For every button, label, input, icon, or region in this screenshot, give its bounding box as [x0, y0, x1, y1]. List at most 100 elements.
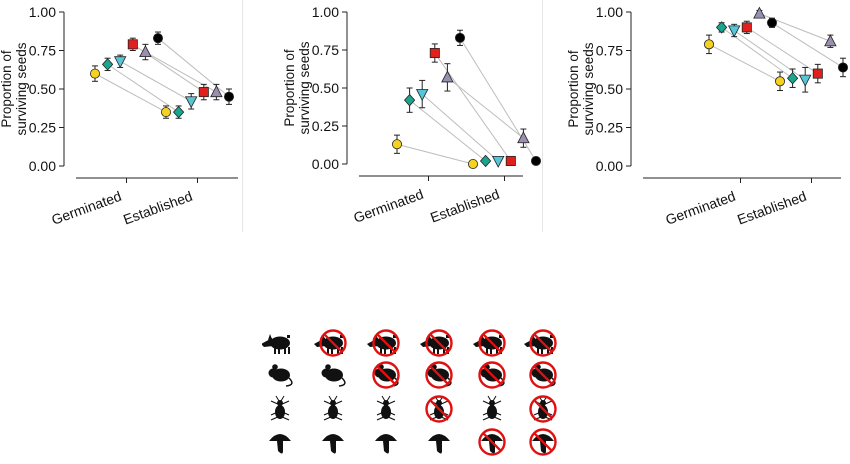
- exclusion-slash-icon: [376, 365, 396, 385]
- circle-marker: [467, 158, 478, 169]
- connector-line: [396, 143, 474, 165]
- beetle-antenna: [487, 395, 492, 402]
- x-tick-label: Established: [121, 188, 194, 228]
- treatment-legend: [261, 318, 582, 459]
- boar-leg: [284, 347, 286, 354]
- boar-head: [261, 338, 273, 347]
- chart-panel-2: 0.00 0.25 0.50 0.75 1.00 Proportion ofsurvivi…: [282, 0, 566, 237]
- legend-row: [261, 329, 557, 357]
- beetle-head: [330, 400, 336, 406]
- exclusion-slash-icon: [482, 333, 502, 353]
- beetle-antenna: [333, 395, 338, 402]
- triangle-down-marker: [798, 74, 812, 87]
- exclusion-slash-icon: [482, 365, 502, 385]
- beetle-leg: [270, 415, 281, 421]
- present-cell: [321, 364, 346, 387]
- legend-row: [269, 428, 557, 456]
- excluded-cell: [420, 329, 453, 357]
- boar-leg: [337, 347, 339, 354]
- connector-line: [145, 51, 217, 93]
- excluded-cell: [425, 395, 453, 423]
- circle-marker: [392, 139, 403, 150]
- beetle-leg: [533, 410, 544, 416]
- exclusion-ring-icon: [529, 428, 557, 456]
- boar-bristle: [287, 335, 290, 338]
- y-tick-label: 0.75: [29, 43, 56, 59]
- boar-leg: [541, 347, 543, 354]
- y-axis-label: Proportion ofsurviving seeds: [566, 42, 596, 135]
- present-cell: [375, 434, 397, 454]
- circle-marker: [90, 68, 101, 79]
- diamond-marker: [715, 21, 728, 34]
- triangle-up-marker: [139, 45, 152, 58]
- boar-leg: [547, 347, 549, 354]
- boar-bristle: [393, 335, 396, 338]
- excluded-cell: [478, 361, 506, 389]
- triangle-down-marker: [184, 96, 198, 109]
- x-tick-label: Established: [735, 188, 808, 228]
- connector-line: [157, 37, 230, 98]
- x-tick-label: Germinated: [351, 186, 425, 226]
- exclusion-ring-icon: [529, 361, 557, 389]
- beetle-leg: [376, 400, 387, 406]
- y-tick-label: 1.00: [29, 4, 56, 20]
- connector-line: [746, 26, 819, 75]
- exclusion-ring-icon: [478, 329, 506, 357]
- beetle-body: [434, 405, 444, 419]
- beetle-leg: [332, 410, 343, 416]
- circle-marker: [774, 76, 785, 87]
- rodent-ear: [272, 364, 278, 370]
- present-cell: [322, 434, 344, 454]
- square-marker: [429, 48, 440, 59]
- fungus-stem: [383, 441, 389, 454]
- panel-divider: [242, 0, 243, 232]
- triangle-down-marker: [491, 155, 505, 168]
- diamond-marker: [479, 154, 492, 168]
- fungus-cap: [375, 434, 397, 441]
- rodent-tail: [338, 377, 346, 387]
- beetle-head: [489, 400, 495, 406]
- beetle-head: [383, 400, 389, 406]
- boar-body: [270, 336, 290, 350]
- boar-bristle: [340, 335, 343, 338]
- connector-line: [721, 26, 793, 79]
- beetle-silhouette-icon: [376, 395, 396, 421]
- present-cell: [482, 395, 502, 421]
- exclusion-ring-icon: [529, 329, 557, 357]
- connector-line: [771, 22, 844, 68]
- y-tick-label: 0.00: [596, 158, 623, 174]
- exclusion-slash-icon: [482, 432, 502, 452]
- rodent-silhouette-icon: [321, 364, 346, 387]
- boar-leg: [490, 347, 492, 354]
- chart-panel-1: 0.00 0.25 0.50 0.75 1.00 Proportion ofsurvivi…: [0, 0, 283, 237]
- fungus-cap: [428, 434, 450, 441]
- exclusion-slash-icon: [429, 399, 449, 419]
- square-marker: [505, 155, 516, 166]
- beetle-antenna: [328, 395, 333, 402]
- excluded-cell: [529, 361, 557, 389]
- circle-marker: [223, 91, 234, 102]
- circle-marker: [837, 62, 848, 73]
- exclusion-slash-icon: [429, 365, 449, 385]
- triangle-up-marker: [517, 131, 530, 144]
- boar-leg: [331, 347, 333, 354]
- rodent-silhouette-icon: [268, 364, 293, 387]
- connector-line: [733, 30, 806, 81]
- present-cell: [268, 364, 293, 387]
- survival-chart-2: 0.00 0.25 0.50 0.75 1.00 Proportion ofsurvivi…: [282, 4, 541, 226]
- beetle-leg: [482, 415, 493, 421]
- fungus-stem: [436, 441, 442, 454]
- excluded-cell: [367, 329, 400, 357]
- y-axis-label-line: surviving seeds: [581, 42, 596, 135]
- triangle-up-marker: [210, 85, 223, 98]
- exclusion-ring-icon: [425, 395, 453, 423]
- exclusion-ring-icon: [319, 329, 347, 357]
- boar-ear: [268, 334, 272, 340]
- exclusion-slash-icon: [376, 333, 396, 353]
- circle-marker: [160, 107, 171, 118]
- x-tick-label: Established: [428, 186, 501, 226]
- beetle-leg: [279, 415, 290, 421]
- excluded-cell: [478, 428, 506, 456]
- present-cell: [428, 434, 450, 454]
- beetle-head: [277, 400, 283, 406]
